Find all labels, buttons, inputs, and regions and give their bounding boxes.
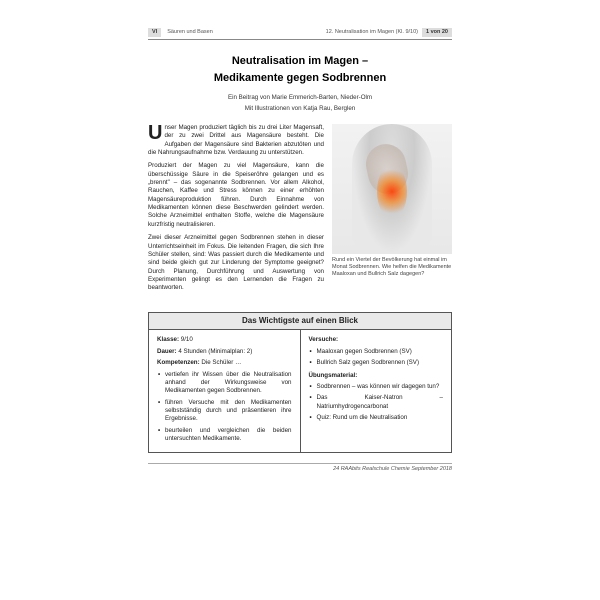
dropcap: U [148,124,164,141]
content-row: Unser Magen produziert täglich bis zu dr… [148,124,452,298]
overview-title: Das Wichtigste auf einen Blick [149,313,451,331]
overview-right-col: Versuche: Maaloxan gegen Sodbrennen (SV)… [301,330,452,452]
page-header: VI Säuren und Basen 12. Neutralisation i… [148,28,452,40]
illustrator-line: Mit Illustrationen von Katja Rau, Bergle… [148,105,452,113]
paragraph-1: Unser Magen produziert täglich bis zu dr… [148,124,324,157]
page-number-box: 1 von 20 [422,28,452,37]
title-line-1: Neutralisation im Magen – [148,54,452,69]
list-item: Sodbrennen – was können wir dagegen tun? [309,383,444,391]
figure-caption: Rund ein Viertel der Bevölkerung hat ein… [332,257,452,278]
list-item: Quiz: Rund um die Neutralisation [309,414,444,422]
overview-columns: Klasse: 9/10 Dauer: 4 Stunden (Minimalpl… [149,330,451,452]
kompetenzen-list: vertiefen ihr Wissen über die Neutralisa… [157,371,292,444]
figure-image: © colourbox [332,124,452,254]
title-line-2: Medikamente gegen Sodbrennen [148,71,452,86]
paragraph-2: Produziert der Magen zu viel Magensäure,… [148,162,324,229]
list-item: Bullrich Salz gegen Sodbrennen (SV) [309,359,444,367]
list-item: führen Versuche mit den Medikamenten sel… [157,399,292,424]
versuche-label: Versuche: [309,336,444,344]
section-number-box: VI [148,28,161,37]
list-item: Maaloxan gegen Sodbrennen (SV) [309,348,444,356]
unit-name: 12. Neutralisation im Magen (Kl. 9/10) [326,29,418,36]
uebung-label: Übungsmaterial: [309,372,444,380]
section-name: Säuren und Basen [167,29,213,36]
overview-left-col: Klasse: 9/10 Dauer: 4 Stunden (Minimalpl… [149,330,301,452]
byline: Ein Beitrag von Marie Emmerich-Barten, N… [148,94,452,102]
list-item: beurteilen und vergleichen die beiden un… [157,427,292,444]
dauer-line: Dauer: 4 Stunden (Minimalplan: 2) [157,348,292,356]
document-page: VI Säuren und Basen 12. Neutralisation i… [130,20,470,484]
list-item: Das Kaiser-Natron – Natriumhydrogencarbo… [309,394,444,411]
figure-glow-shape [377,164,407,219]
list-item: vertiefen ihr Wissen über die Neutralisa… [157,371,292,396]
body-text-column: Unser Magen produziert täglich bis zu dr… [148,124,324,298]
figure-column: © colourbox Rund ein Viertel der Bevölke… [332,124,452,298]
page-footer: 24 RAAbits Realschule Chemie September 2… [148,463,452,473]
figure-credit: © colourbox [450,140,452,164]
kompetenzen-line: Kompetenzen: Die Schüler … [157,359,292,367]
klasse-line: Klasse: 9/10 [157,336,292,344]
uebung-list: Sodbrennen – was können wir dagegen tun?… [309,383,444,422]
paragraph-3: Zwei dieser Arzneimittel gegen Sodbrenne… [148,234,324,293]
versuche-list: Maaloxan gegen Sodbrennen (SV) Bullrich … [309,348,444,368]
overview-box: Das Wichtigste auf einen Blick Klasse: 9… [148,312,452,454]
